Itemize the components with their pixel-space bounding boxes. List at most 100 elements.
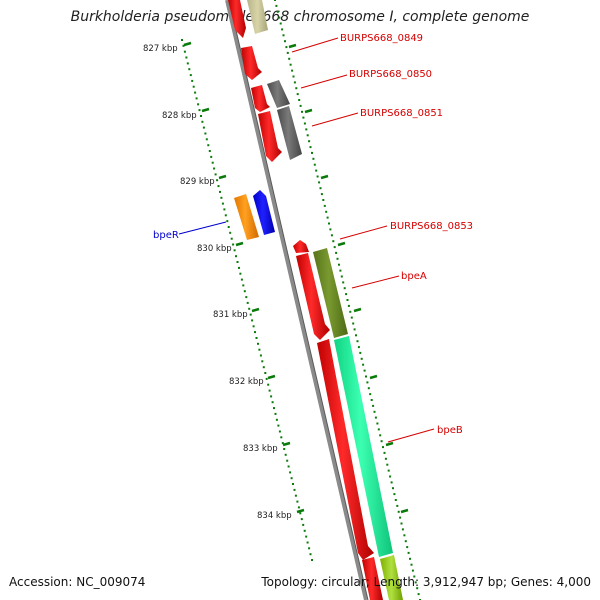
ruler-dot-right [311, 151, 313, 154]
ruler-dot-right [325, 210, 328, 213]
ruler-dot-right [328, 222, 330, 225]
ruler-dot-right [296, 93, 299, 96]
ruler-dot-right [414, 581, 417, 584]
ruler-dot-right [316, 175, 319, 178]
ruler-dot-left [277, 424, 280, 427]
ruler-dot-right [357, 346, 360, 349]
ruler-dot-left [239, 272, 242, 275]
gene-burps668-0850[interactable] [251, 85, 270, 112]
backbone-line [225, 0, 368, 600]
ruler-dot-right [340, 275, 343, 278]
ruler-dot-left [248, 307, 251, 310]
ruler-dot-right [284, 40, 286, 43]
gene-label-bper[interactable]: bpeR [153, 230, 179, 241]
ruler-dot-right [282, 34, 285, 37]
ruler-dot-left [252, 325, 255, 328]
ruler-dot-right [306, 134, 309, 137]
gene-burps668-0849[interactable] [241, 46, 262, 80]
ruler-dot-left [259, 354, 262, 357]
ruler-dot-right [397, 510, 400, 513]
ruler-dot-left [286, 459, 289, 462]
gene-label-bpea[interactable]: bpeA [401, 271, 427, 282]
gene-burps668-0851-gray[interactable] [277, 106, 302, 160]
ruler-dot-left [267, 383, 270, 386]
gene-khaki-top[interactable] [247, 0, 268, 34]
ruler-dot-right [382, 446, 384, 449]
gene-bpeb[interactable] [317, 339, 374, 560]
ruler-dot-left [185, 56, 188, 59]
ruler-dot-right [301, 110, 303, 113]
gene-label-0853[interactable]: BURPS668_0853 [390, 221, 473, 232]
ruler-dot-right [370, 399, 373, 401]
ruler-dot-right [345, 293, 348, 296]
ruler-dot-left [194, 91, 197, 94]
gene-bper[interactable] [234, 194, 259, 240]
gene-label-0849[interactable]: BURPS668_0849 [340, 33, 423, 44]
ruler-dot-right [367, 387, 370, 390]
gene-label-bpeb[interactable]: bpeB [437, 425, 463, 436]
ruler-dot-right [380, 440, 383, 443]
ruler-dot-right [373, 410, 376, 413]
kbp-label-831: 831 kbp [213, 310, 248, 320]
gene-burps668-0850-gray[interactable] [267, 80, 290, 108]
ruler-dot-right [377, 428, 380, 431]
ruler-dot-left [236, 261, 239, 263]
ruler-tick-right [288, 43, 297, 49]
ruler-dot-left [211, 161, 214, 164]
ruler-dot-right [320, 193, 323, 196]
gene-red-bottom[interactable] [362, 557, 383, 600]
ruler-dot-left [200, 115, 202, 117]
ruler-tick-right [385, 441, 394, 447]
ruler-dot-right [299, 104, 302, 107]
gene-red-top[interactable] [228, 0, 246, 38]
ruler-dot-left [246, 301, 249, 304]
ruler-dot-left [186, 62, 189, 65]
ruler-dot-right [335, 251, 338, 254]
topology-summary: Topology: circular; Length: 3,912,947 bp… [261, 575, 591, 589]
ruler-dot-right [400, 522, 403, 525]
ruler-dot-right [399, 516, 402, 519]
ruler-dot-left [223, 208, 226, 211]
ruler-dot-right [387, 469, 390, 472]
ruler-dot-left [287, 465, 290, 468]
ruler-dot-left [251, 319, 254, 322]
ruler-dot-right [394, 499, 397, 501]
ruler-dot-right [312, 157, 315, 160]
ruler-dot-left [201, 120, 204, 123]
ruler-tick-left [201, 107, 210, 113]
ruler-dot-right [285, 46, 288, 49]
ruler-dot-right [393, 493, 396, 496]
ruler-tick-left [218, 174, 227, 180]
ruler-tick-left [282, 441, 291, 447]
gene-bpea-olive[interactable] [313, 248, 348, 338]
ruler-dot-right [401, 528, 404, 531]
ruler-dot-right [342, 281, 345, 284]
gene-bpea[interactable] [296, 253, 330, 340]
ruler-tick-left [251, 307, 260, 313]
gene-bper-blue[interactable] [253, 190, 275, 235]
ruler-dot-left [181, 39, 183, 41]
ruler-dot-left [297, 506, 300, 509]
gene-label-0851[interactable]: BURPS668_0851 [360, 108, 443, 119]
ruler-dot-left [262, 366, 265, 369]
ruler-dot-left [271, 401, 274, 404]
ruler-dot-left [311, 559, 313, 561]
ruler-dot-right [339, 269, 342, 272]
gene-burps668-0853[interactable] [293, 240, 309, 253]
gene-label-0850[interactable]: BURPS668_0850 [349, 69, 432, 80]
gene-bpeb-aqua[interactable] [334, 336, 393, 557]
kbp-label-829: 829 kbp [180, 177, 215, 187]
callout-line-bpea [351, 275, 400, 289]
ruler-dot-right [343, 287, 346, 290]
map-title: Burkholderia pseudomallei 668 chromosome… [70, 9, 530, 25]
gene-lime-bottom[interactable] [380, 555, 403, 600]
ruler-dot-left [198, 109, 201, 112]
gene-burps668-0851[interactable] [258, 111, 282, 162]
ruler-tick-right [400, 508, 409, 514]
ruler-dot-left [290, 477, 293, 480]
ruler-dot-right [293, 81, 296, 84]
ruler-dot-right [275, 4, 278, 7]
kbp-label-834: 834 kbp [257, 511, 292, 521]
ruler-dot-left [274, 412, 277, 415]
ruler-dot-right [360, 357, 363, 360]
